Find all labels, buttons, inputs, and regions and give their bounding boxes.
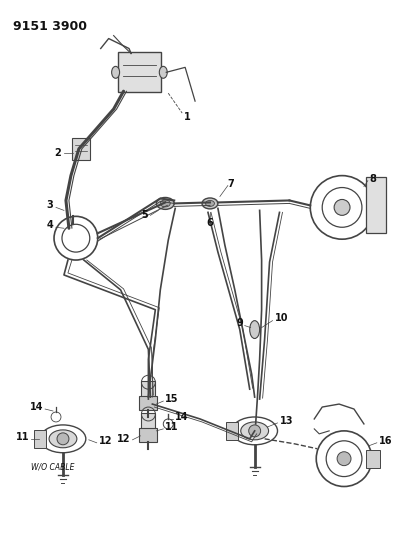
Text: 15: 15 (165, 394, 179, 404)
Text: 10: 10 (275, 313, 288, 322)
Ellipse shape (156, 197, 174, 209)
Text: 14: 14 (175, 412, 189, 422)
FancyBboxPatch shape (72, 138, 90, 160)
Text: 12: 12 (117, 434, 131, 444)
Text: 16: 16 (379, 436, 393, 446)
FancyBboxPatch shape (139, 396, 157, 410)
FancyBboxPatch shape (34, 430, 46, 448)
Text: 6: 6 (207, 219, 213, 228)
Text: 11: 11 (165, 422, 179, 432)
FancyBboxPatch shape (141, 413, 155, 435)
Ellipse shape (206, 200, 215, 206)
Text: 14: 14 (30, 402, 43, 412)
FancyBboxPatch shape (366, 450, 380, 467)
FancyBboxPatch shape (118, 52, 161, 92)
Circle shape (334, 199, 350, 215)
Text: 1: 1 (184, 112, 191, 122)
FancyBboxPatch shape (366, 176, 386, 233)
Text: 8: 8 (369, 174, 376, 183)
Ellipse shape (159, 67, 167, 78)
Text: 5: 5 (142, 211, 148, 220)
Text: 7: 7 (228, 179, 235, 189)
Ellipse shape (202, 198, 218, 209)
FancyBboxPatch shape (141, 381, 155, 403)
Text: W/O CABLE: W/O CABLE (31, 462, 75, 471)
Text: 4: 4 (46, 220, 53, 230)
Text: 9151 3900: 9151 3900 (13, 20, 87, 33)
FancyBboxPatch shape (226, 422, 238, 440)
Circle shape (249, 425, 261, 437)
Text: 12: 12 (99, 436, 112, 446)
Text: 13: 13 (279, 416, 293, 426)
Circle shape (57, 433, 69, 445)
Ellipse shape (160, 200, 170, 207)
Ellipse shape (112, 67, 120, 78)
Text: 3: 3 (46, 200, 53, 211)
Circle shape (337, 452, 351, 466)
FancyBboxPatch shape (139, 428, 157, 442)
Text: 2: 2 (54, 148, 61, 158)
Ellipse shape (49, 430, 77, 448)
Ellipse shape (241, 422, 268, 440)
Ellipse shape (250, 321, 260, 338)
Text: 11: 11 (16, 432, 29, 442)
Text: 9: 9 (237, 318, 244, 328)
